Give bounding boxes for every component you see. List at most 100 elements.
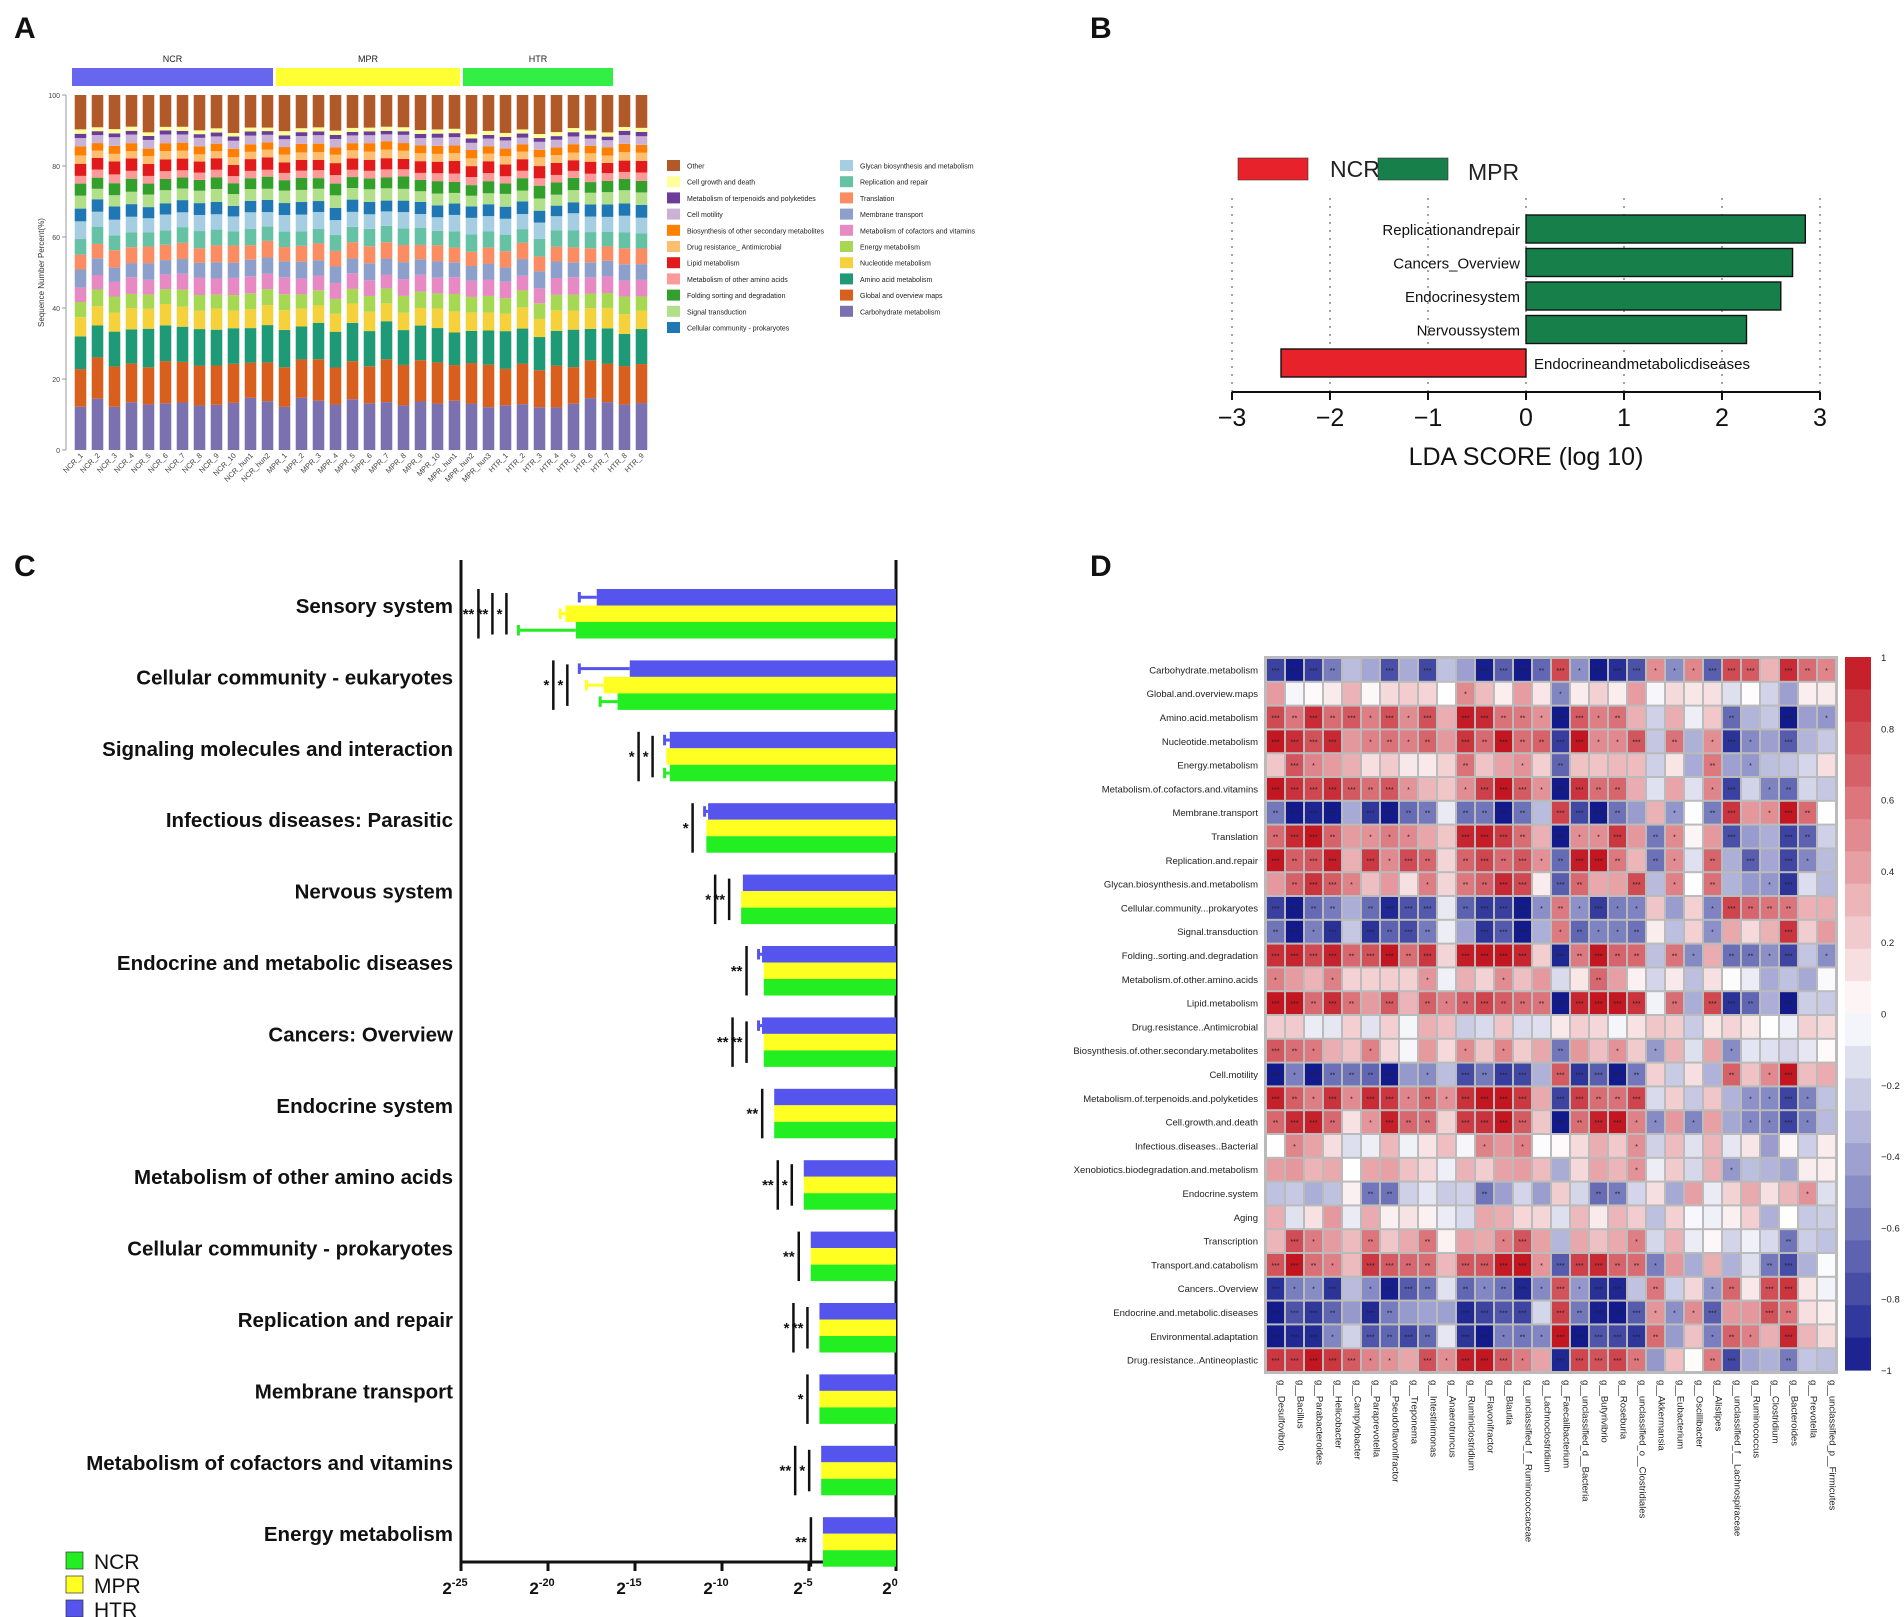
heat-sig-0-2: *** <box>1309 668 1317 675</box>
heat-sig-5-24: *** <box>1727 787 1735 794</box>
category-label-c-4: Nervous system <box>295 881 453 904</box>
stack-seg-4-13 <box>142 175 155 184</box>
colorbar-seg-20 <box>1845 1305 1871 1339</box>
heat-cell-15-18 <box>1609 1016 1626 1038</box>
heat-sig-8-11: *** <box>1480 858 1488 865</box>
heat-cell-7-16 <box>1571 825 1588 848</box>
heat-sig-2-6: *** <box>1385 716 1393 723</box>
heat-sig-14-0: *** <box>1271 1001 1279 1008</box>
stack-seg-22-14 <box>448 161 461 174</box>
heat-sig-18-19: *** <box>1632 1096 1640 1103</box>
stack-seg-14-16 <box>312 143 325 153</box>
x-tick-base-c-3: 2 <box>703 1579 712 1598</box>
stack-seg-6-5 <box>176 273 189 290</box>
heat-cell-8-15 <box>1552 849 1569 872</box>
stack-seg-12-6 <box>278 261 291 278</box>
stack-seg-33-15 <box>635 152 648 161</box>
heat-cell-9-12 <box>1495 873 1512 895</box>
stack-seg-26-9 <box>516 214 529 230</box>
stack-seg-12-11 <box>278 190 291 204</box>
stack-seg-31-10 <box>601 204 614 217</box>
heat-sig-27-16: ** <box>1577 1311 1583 1318</box>
heat-sig-27-10: *** <box>1461 1311 1469 1318</box>
heat-cell-13-21 <box>1666 968 1683 991</box>
heat-cell-10-1 <box>1286 897 1303 919</box>
heat-cell-22-11 <box>1476 1182 1493 1205</box>
chart-d-heatmap: *** *** *** ** *** *** *** *** *** ** *** * *** *** **… <box>1073 653 1899 1542</box>
heat-sig-10-5: ** <box>1368 906 1374 913</box>
stack-seg-25-9 <box>499 218 512 235</box>
stack-seg-30-11 <box>584 192 597 205</box>
heat-sig-18-5: *** <box>1366 1096 1374 1103</box>
stack-seg-33-13 <box>635 172 648 181</box>
heat-cell-26-12 <box>1495 1277 1512 1300</box>
heat-sig-11-13: *** <box>1518 930 1526 937</box>
stack-seg-8-14 <box>210 158 223 170</box>
heat-sig-9-15: *** <box>1556 882 1564 889</box>
heat-cell-1-24 <box>1723 682 1740 705</box>
stack-seg-26-12 <box>516 178 529 191</box>
stack-seg-30-4 <box>584 293 597 309</box>
stack-seg-10-9 <box>244 212 257 229</box>
heat-cell-11-25 <box>1742 920 1759 943</box>
stack-seg-27-13 <box>533 178 546 186</box>
x-tick-exp-c-4: -5 <box>803 1577 813 1589</box>
x-tick-label-b-0: −3 <box>1218 404 1247 432</box>
heat-sig-4-2: * <box>1312 763 1315 770</box>
heat-cell-27-11 <box>1476 1301 1493 1324</box>
heat-sig-9-11: ** <box>1482 882 1488 889</box>
colorbar-tick-3: 0.4 <box>1881 867 1894 878</box>
heat-cell-0-0 <box>1267 659 1284 681</box>
heat-cell-5-5 <box>1362 778 1379 800</box>
heat-cell-11-29 <box>1818 920 1835 943</box>
stack-seg-24-18 <box>482 134 495 139</box>
stack-seg-8-0 <box>210 404 223 450</box>
stack-seg-20-19 <box>414 130 427 134</box>
stack-seg-11-6 <box>261 257 274 274</box>
heat-cell-24-1 <box>1286 1230 1303 1252</box>
heat-cell-24-15 <box>1552 1230 1569 1252</box>
heat-cell-10-0 <box>1267 897 1284 919</box>
heat-cell-25-0 <box>1267 1254 1284 1276</box>
heat-sig-9-4: * <box>1350 882 1353 889</box>
heat-sig-24-19: * <box>1635 1239 1638 1246</box>
heat-cell-10-20 <box>1647 897 1664 919</box>
heat-cell-19-13 <box>1514 1111 1531 1133</box>
stack-seg-29-8 <box>567 230 580 248</box>
heat-sig-18-7: * <box>1407 1096 1410 1103</box>
stack-seg-5-5 <box>159 274 172 290</box>
stack-seg-28-19 <box>550 132 563 137</box>
heat-col-label-12: g__Blautia <box>1504 1380 1515 1426</box>
heat-cell-12-26 <box>1761 944 1778 967</box>
stack-seg-30-12 <box>584 182 597 193</box>
heat-cell-23-2 <box>1305 1206 1322 1229</box>
stack-seg-11-20 <box>261 95 274 128</box>
stack-seg-7-19 <box>193 130 206 135</box>
heat-cell-24-8 <box>1419 1230 1436 1252</box>
heat-sig-2-27: *** <box>1784 716 1792 723</box>
stack-seg-22-10 <box>448 203 461 215</box>
heat-cell-7-20 <box>1647 825 1664 848</box>
stack-seg-31-7 <box>601 246 614 261</box>
heat-sig-5-17: ** <box>1596 787 1602 794</box>
heat-cell-2-14 <box>1533 706 1550 729</box>
stack-seg-10-12 <box>244 178 257 190</box>
heat-cell-25-12 <box>1495 1254 1512 1276</box>
heat-cell-22-15 <box>1552 1182 1569 1205</box>
stack-seg-9-15 <box>227 157 240 166</box>
heat-cell-19-17 <box>1590 1111 1607 1133</box>
heat-cell-8-6 <box>1381 849 1398 872</box>
stack-seg-13-4 <box>295 294 308 309</box>
stack-seg-18-0 <box>380 402 393 450</box>
heat-sig-26-17: *** <box>1594 1287 1602 1294</box>
stack-seg-29-19 <box>567 128 580 133</box>
heat-cell-19-12 <box>1495 1111 1512 1133</box>
stack-seg-14-6 <box>312 260 325 276</box>
heat-sig-14-15: *** <box>1556 1001 1564 1008</box>
stack-seg-28-15 <box>550 155 563 163</box>
stack-seg-21-11 <box>431 193 444 206</box>
bar-c-6-2 <box>763 1050 896 1067</box>
heat-cell-8-11 <box>1476 849 1493 872</box>
heat-cell-23-6 <box>1381 1206 1398 1229</box>
stack-seg-18-5 <box>380 274 393 289</box>
